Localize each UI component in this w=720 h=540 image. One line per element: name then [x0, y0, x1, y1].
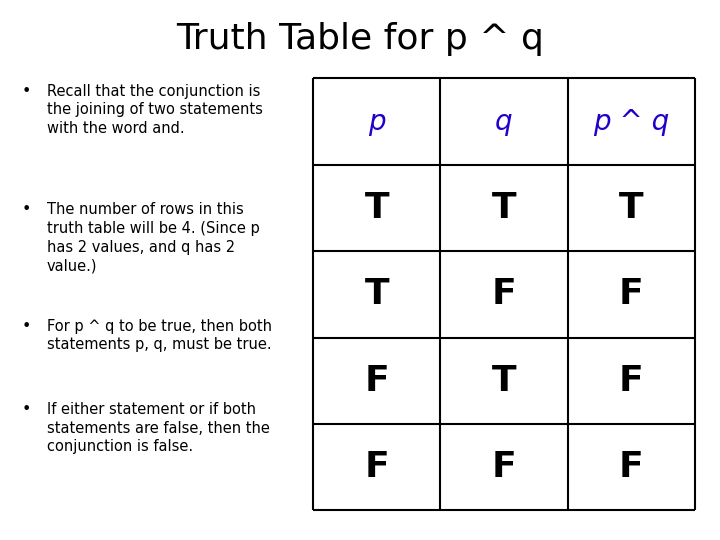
Text: •: •	[22, 319, 31, 334]
Text: F: F	[364, 450, 390, 484]
Text: p: p	[368, 107, 386, 136]
Text: F: F	[364, 364, 390, 397]
Text: F: F	[618, 450, 644, 484]
Text: Truth Table for p ^ q: Truth Table for p ^ q	[176, 22, 544, 56]
Text: T: T	[364, 191, 389, 225]
Text: q: q	[495, 107, 513, 136]
Text: •: •	[22, 202, 31, 218]
Text: T: T	[364, 278, 389, 311]
Text: T: T	[492, 191, 516, 225]
Text: If either statement or if both
statements are false, then the
conjunction is fal: If either statement or if both statement…	[47, 402, 270, 455]
Text: •: •	[22, 402, 31, 417]
Text: F: F	[618, 278, 644, 311]
Text: Recall that the conjunction is
the joining of two statements
with the word and.: Recall that the conjunction is the joini…	[47, 84, 263, 136]
Text: F: F	[618, 364, 644, 397]
Text: T: T	[619, 191, 644, 225]
Text: p ^ q: p ^ q	[593, 107, 670, 136]
Text: •: •	[22, 84, 31, 99]
Text: The number of rows in this
truth table will be 4. (Since p
has 2 values, and q h: The number of rows in this truth table w…	[47, 202, 259, 273]
Text: F: F	[492, 450, 516, 484]
Text: For p ^ q to be true, then both
statements p, q, must be true.: For p ^ q to be true, then both statemen…	[47, 319, 272, 352]
Text: F: F	[492, 278, 516, 311]
Text: T: T	[492, 364, 516, 397]
